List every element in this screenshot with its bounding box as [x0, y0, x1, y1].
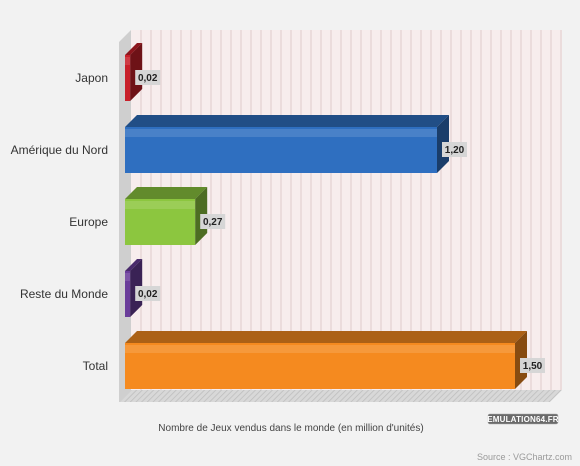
- bar-highlight: [125, 273, 131, 281]
- value-label-box: [442, 142, 467, 157]
- bar-highlight: [125, 129, 437, 137]
- svg-text:EMULATION64.FR: EMULATION64.FR: [487, 415, 559, 424]
- value-labels: 0,02 1,20 0,27 0,02 1,50: [135, 70, 545, 373]
- bar-top-face: [125, 43, 143, 55]
- bar-top-face: [125, 331, 527, 343]
- logo: EMULATION64.FR: [487, 413, 559, 425]
- category-label: Europe: [69, 215, 108, 229]
- value-label-text: 0,27: [203, 217, 223, 228]
- category-label: Total: [83, 359, 108, 373]
- value-label: 1,20: [442, 142, 467, 157]
- bar-highlight: [125, 201, 196, 209]
- value-label-box: [135, 70, 161, 85]
- category-label: Japon: [75, 71, 108, 85]
- bar-top-face: [125, 187, 208, 199]
- category-label: Amérique du Nord: [11, 143, 108, 157]
- value-label-text: 0,02: [138, 73, 158, 84]
- bars: [125, 43, 527, 389]
- plot-floor: [119, 390, 562, 402]
- value-label: 0,27: [200, 214, 226, 229]
- value-label-box: [135, 286, 161, 301]
- x-axis-label: Nombre de Jeux vendus dans le monde (en …: [158, 423, 423, 434]
- bar-highlight: [125, 57, 131, 65]
- bar-top-face: [125, 259, 143, 271]
- bar-highlight: [125, 345, 515, 353]
- value-label: 0,02: [135, 286, 161, 301]
- category-labels: Japon Amérique du Nord Europe Reste du Mond…: [11, 71, 109, 373]
- bar-front-face: [125, 271, 131, 317]
- value-label: 0,02: [135, 70, 161, 85]
- bar: [125, 331, 527, 389]
- bar-front-face: [125, 55, 131, 101]
- value-label-text: 0,02: [138, 289, 158, 300]
- value-label-box: [520, 358, 545, 373]
- value-label-box: [200, 214, 226, 229]
- value-label-text: 1,50: [523, 361, 543, 372]
- bar: [125, 115, 449, 173]
- bar-top-face: [125, 115, 449, 127]
- category-label: Reste du Monde: [20, 287, 108, 301]
- bar: [125, 187, 208, 245]
- source-text: Source : VGChartz.com: [477, 452, 572, 462]
- value-label-text: 1,20: [445, 145, 465, 156]
- value-label: 1,50: [520, 358, 545, 373]
